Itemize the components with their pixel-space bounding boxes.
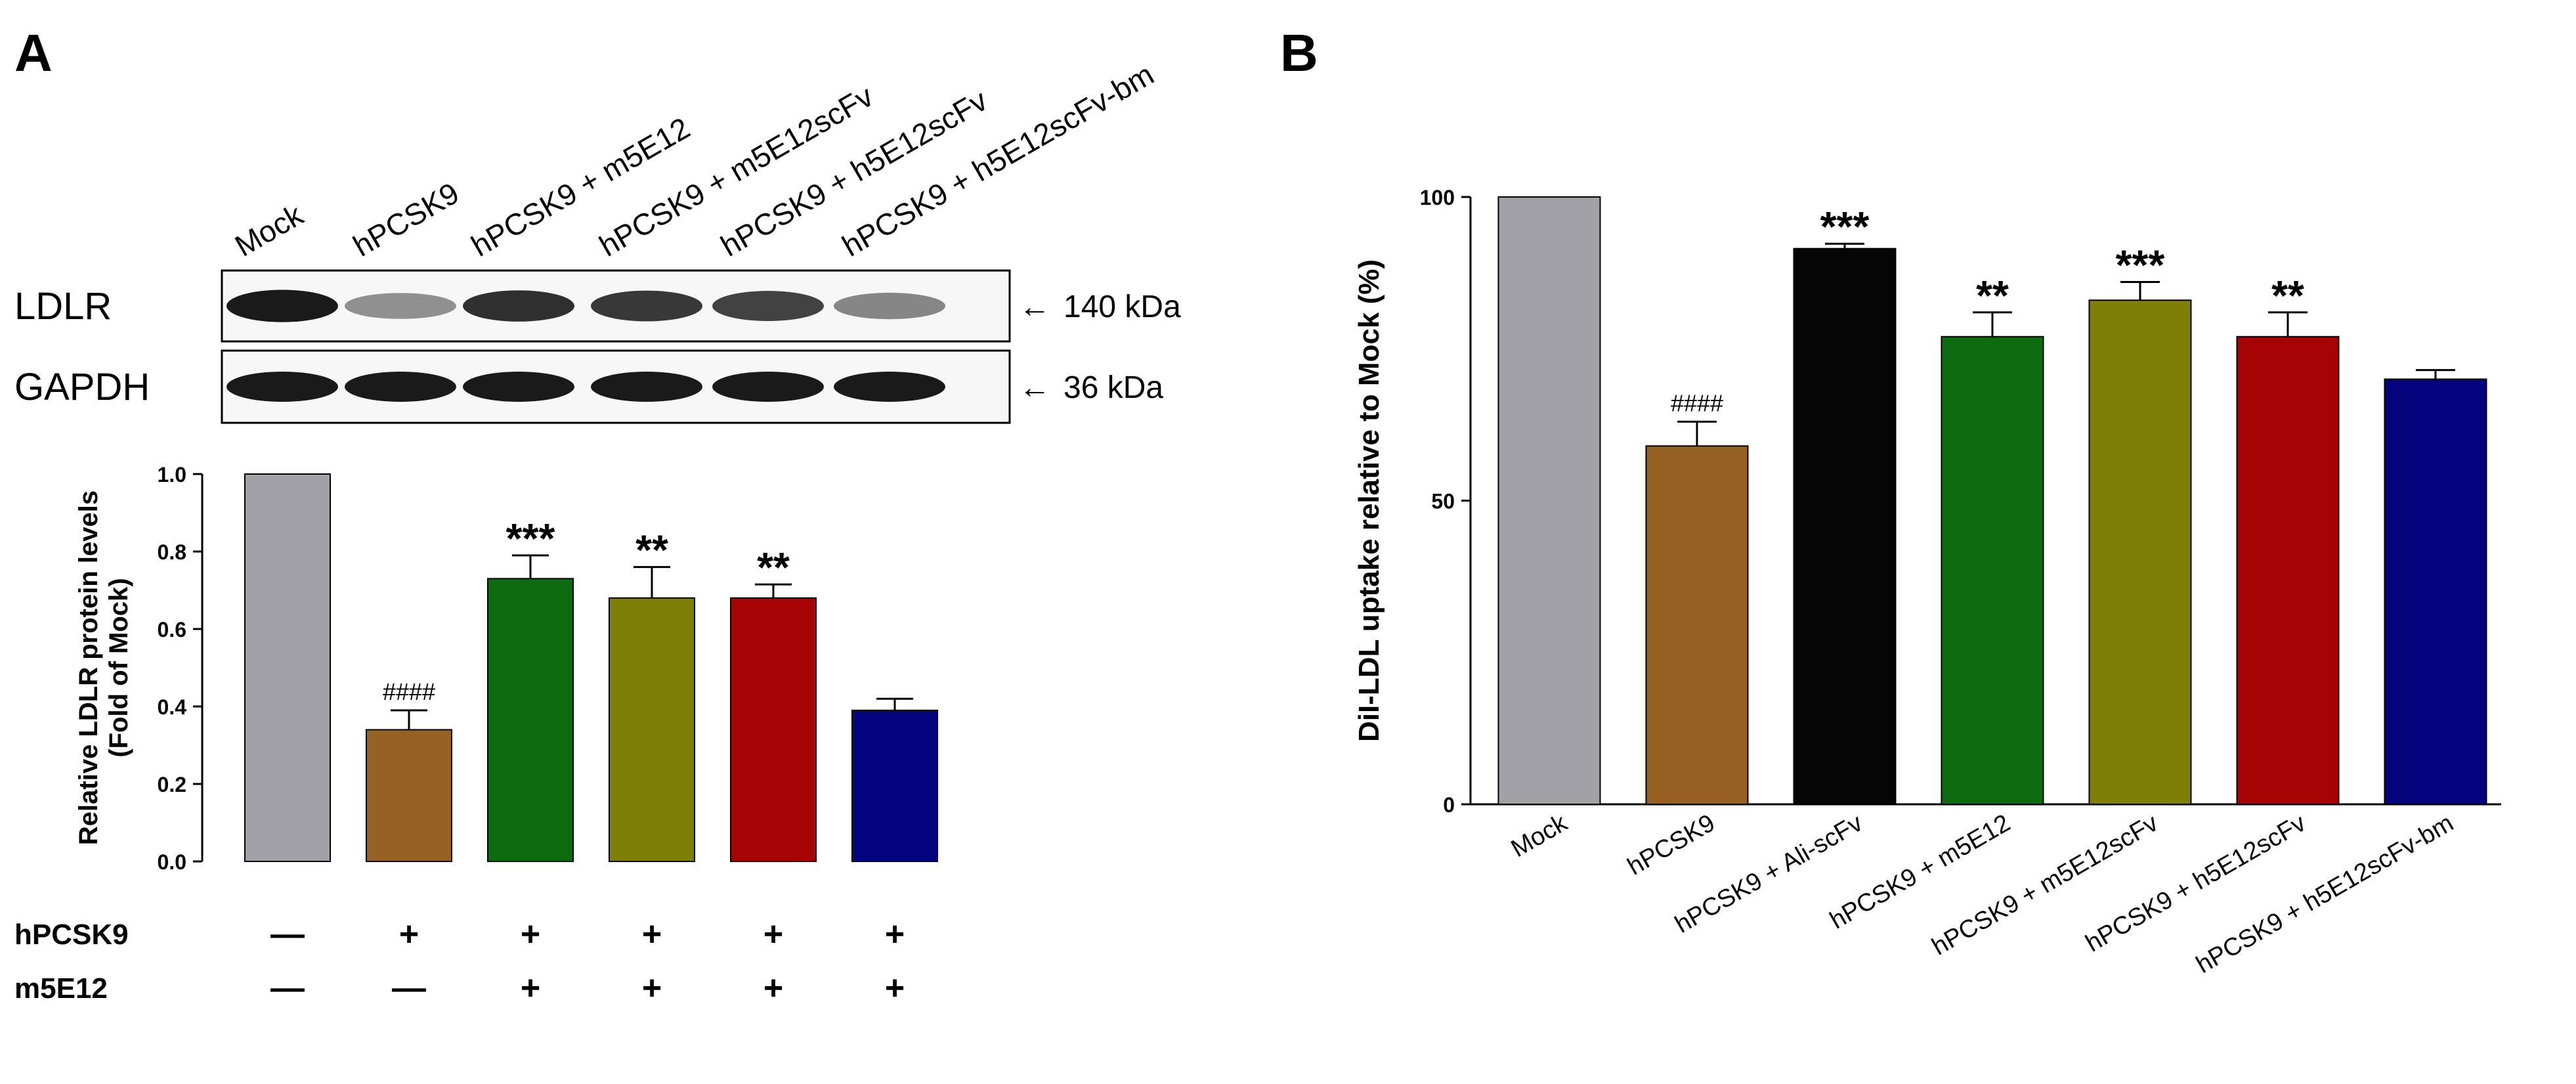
blot-size-label: 36 kDa [1063,370,1163,405]
significance-annotation: *** [2116,242,2165,289]
significance-annotation: *** [1820,203,1870,250]
bar [730,597,817,862]
treatment-sign: + [521,915,540,953]
y-axis-title: DiI-LDL uptake relative to Mock (%) [1353,259,1385,742]
bar [2384,378,2487,805]
treatment-sign: — [392,969,426,1007]
bar [851,709,938,863]
blot-membrane [221,269,1011,343]
blot-band [463,372,574,402]
y-tick-label: 0.0 [158,850,186,874]
y-tick-label: 0.2 [158,773,186,796]
blot-size-arrow: ← [1019,370,1050,405]
y-tick-label: 0 [1443,793,1455,817]
treatment-sign: + [642,969,662,1007]
bar [2236,336,2340,805]
hash-annotation: #### [1671,389,1723,416]
treatment-sign: + [521,969,540,1007]
blot-band [591,290,702,322]
blot-size-label: 140 kDa [1063,290,1181,324]
y-tick-label: 100 [1420,186,1455,209]
significance-annotation: ** [2271,272,2304,319]
treatment-sign: + [399,915,419,953]
blot-lane-label: hPCSK9 + m5E12 [465,110,695,263]
panel-a-letter: A [14,24,53,82]
significance-annotation: *** [506,515,555,562]
bar [1497,196,1601,805]
x-tick-label: Mock [1507,809,1572,863]
blot-row-label: GAPDH [14,366,150,408]
significance-annotation: ** [635,527,668,574]
treatment-row-label: m5E12 [14,972,108,1005]
treatment-table: hPCSK9 — + + + + + m5E12 — — + + + + [14,915,905,1007]
x-tick-label: hPCSK9 + h5E12scFv-bm [2191,809,2458,979]
blot-band [591,372,702,402]
blot-band [226,372,338,402]
blot-band [345,293,456,319]
bar [1645,445,1749,805]
blot-band [226,290,338,322]
y-tick-label: 0.8 [158,540,186,564]
blot-band [834,372,945,402]
treatment-sign: + [885,915,905,953]
significance-annotation: ** [757,544,790,591]
bar [244,473,331,862]
blot-band [345,372,456,402]
blot-size-arrow: ← [1019,290,1050,324]
blot-lane-label: hPCSK9 [347,175,465,263]
bar [366,729,452,863]
y-tick-label: 1.0 [158,463,186,487]
blot-lane-label: Mock [229,197,309,263]
treatment-row-label: hPCSK9 [14,919,129,951]
y-axis-subtitle: (Fold of Mock) [104,578,133,757]
treatment-sign: — [270,969,305,1007]
y-tick-label: 50 [1431,490,1455,513]
hash-annotation: #### [383,678,435,705]
y-tick-label: 0.4 [158,695,187,719]
treatment-sign: + [885,969,905,1007]
blot-band [712,372,824,402]
treatment-sign: + [763,915,783,953]
significance-annotation: ** [1976,272,2009,319]
bar [1941,336,2044,805]
panel-b-letter: B [1280,24,1318,82]
blot-row-label: LDLR [14,285,112,328]
treatment-sign: + [642,915,662,953]
chart-a: 0.00.20.40.60.81.0####*** ** **Relative LD… [74,463,938,874]
blot-band [463,290,574,322]
blot-band [834,292,945,320]
bar [609,597,695,862]
bar [2088,299,2192,805]
treatment-sign: — [270,915,305,953]
x-tick-label: hPCSK9 [1623,809,1719,880]
blot-band [712,291,824,321]
treatment-sign: + [763,969,783,1007]
y-tick-label: 0.6 [158,618,186,641]
y-axis-title: Relative LDLR protein levels [74,490,103,845]
bar [1793,248,1897,805]
bar [487,578,574,862]
